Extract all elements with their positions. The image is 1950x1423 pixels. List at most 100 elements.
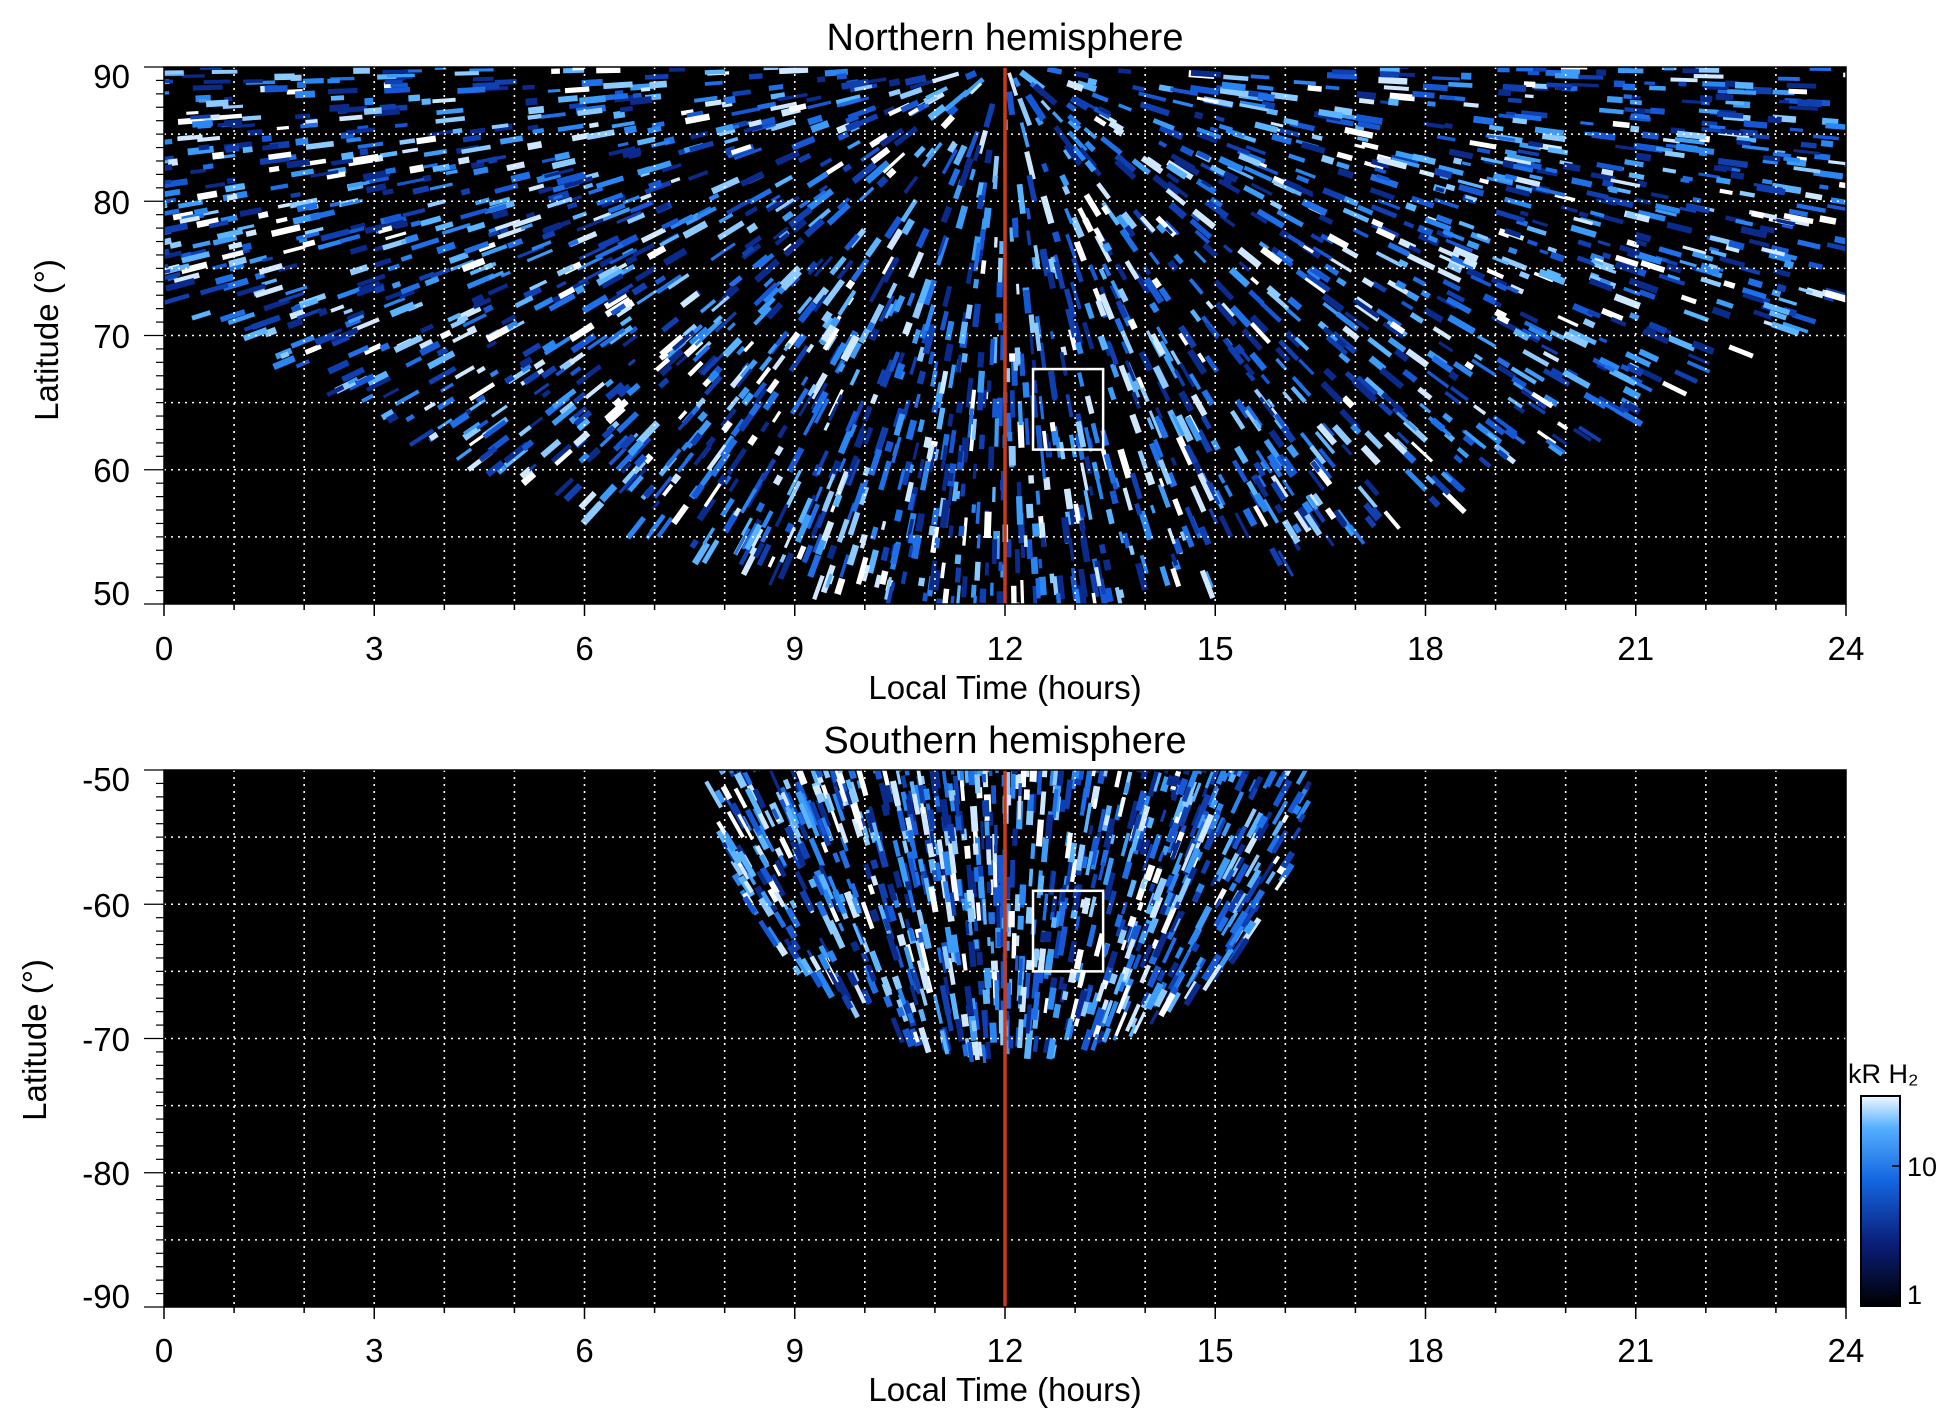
aurora-streak xyxy=(1679,206,1697,214)
aurora-streak xyxy=(1342,325,1360,341)
aurora-streak xyxy=(393,334,424,354)
aurora-streak xyxy=(1035,490,1041,505)
aurora-streak xyxy=(1149,301,1160,314)
aurora-streak xyxy=(813,255,834,278)
aurora-streak xyxy=(1214,897,1222,909)
aurora-streak xyxy=(164,250,183,260)
aurora-streak xyxy=(989,338,995,366)
aurora-streak xyxy=(1171,413,1185,436)
aurora-streak xyxy=(907,533,917,545)
aurora-streak xyxy=(164,174,165,181)
aurora-streak xyxy=(491,123,509,130)
aurora-streak xyxy=(855,556,869,585)
aurora-streak xyxy=(1208,507,1219,525)
aurora-streak xyxy=(343,308,353,315)
aurora-streak xyxy=(1844,162,1846,167)
aurora-streak xyxy=(576,218,604,232)
aurora-streak xyxy=(818,184,829,193)
aurora-streak xyxy=(542,219,572,234)
aurora-streak xyxy=(1097,105,1111,116)
aurora-streak xyxy=(1079,536,1091,563)
aurora-streak xyxy=(774,445,784,457)
aurora-streak xyxy=(486,340,498,349)
aurora-streak xyxy=(949,870,960,902)
aurora-streak xyxy=(1209,196,1224,208)
aurora-streak xyxy=(500,314,517,326)
aurora-streak xyxy=(1102,242,1113,253)
aurora-streak xyxy=(239,206,263,217)
colorbar: kR H₂ 10 1 xyxy=(1848,1059,1937,1310)
aurora-streak xyxy=(1122,532,1131,549)
aurora-streak xyxy=(1374,167,1387,174)
aurora-streak xyxy=(544,167,574,179)
aurora-streak xyxy=(801,544,814,564)
aurora-streak xyxy=(1107,950,1119,969)
aurora-streak xyxy=(1193,250,1207,264)
aurora-streak xyxy=(1114,262,1128,281)
aurora-streak xyxy=(936,947,944,964)
aurora-streak xyxy=(1026,174,1038,203)
aurora-streak xyxy=(738,413,754,432)
aurora-streak xyxy=(1781,223,1794,230)
aurora-streak xyxy=(1034,257,1041,270)
aurora-streak xyxy=(941,770,948,785)
aurora-streak xyxy=(774,859,787,878)
aurora-streak xyxy=(870,526,879,540)
aurora-streak xyxy=(849,368,861,386)
aurora-streak xyxy=(1580,121,1594,126)
aurora-streak xyxy=(1080,1001,1090,1017)
aurora-streak xyxy=(817,952,831,971)
aurora-streak xyxy=(1303,780,1312,791)
aurora-streak xyxy=(1168,201,1188,220)
aurora-streak xyxy=(876,175,889,188)
aurora-streak xyxy=(1236,770,1245,778)
aurora-streak xyxy=(847,105,877,120)
aurora-streak xyxy=(969,168,976,181)
aurora-streak xyxy=(746,872,757,886)
aurora-streak xyxy=(1316,423,1338,446)
aurora-streak xyxy=(1549,367,1565,380)
aurora-streak xyxy=(1249,314,1269,334)
aurora-streak xyxy=(1542,350,1560,363)
aurora-streak xyxy=(1183,982,1202,1007)
aurora-streak xyxy=(1139,554,1149,575)
aurora-streak xyxy=(961,437,970,452)
aurora-streak xyxy=(893,362,906,380)
x-tick-label: 12 xyxy=(987,1332,1024,1369)
aurora-streak xyxy=(1105,1000,1119,1028)
aurora-streak xyxy=(1061,990,1069,1001)
aurora-streak xyxy=(1193,111,1204,120)
aurora-streak xyxy=(485,325,510,343)
aurora-streak xyxy=(1335,311,1360,332)
aurora-streak xyxy=(521,439,535,452)
aurora-streak xyxy=(1507,246,1518,255)
aurora-streak xyxy=(885,586,894,604)
aurora-streak xyxy=(922,592,929,602)
aurora-streak xyxy=(1044,814,1054,839)
aurora-streak xyxy=(1293,80,1317,86)
aurora-streak xyxy=(1232,892,1248,915)
aurora-streak xyxy=(1114,804,1123,821)
aurora-streak xyxy=(1236,345,1252,363)
aurora-streak xyxy=(472,166,489,176)
aurora-streak xyxy=(1336,161,1350,170)
aurora-streak xyxy=(928,886,939,913)
aurora-streak xyxy=(973,918,979,932)
aurora-streak xyxy=(795,770,808,786)
aurora-streak xyxy=(1778,76,1800,82)
aurora-streak xyxy=(824,68,849,77)
aurora-streak xyxy=(1747,277,1763,289)
aurora-streak xyxy=(173,272,200,285)
aurora-streak xyxy=(1379,67,1400,74)
aurora-streak xyxy=(1143,276,1165,305)
aurora-streak xyxy=(1256,474,1267,488)
aurora-streak xyxy=(364,97,374,106)
aurora-streak xyxy=(951,481,959,502)
aurora-streak xyxy=(977,980,985,995)
aurora-streak xyxy=(911,793,921,815)
aurora-streak xyxy=(911,534,923,560)
aurora-streak xyxy=(806,188,835,212)
aurora-streak xyxy=(276,125,290,131)
aurora-streak xyxy=(900,571,908,585)
aurora-streak xyxy=(733,147,763,161)
